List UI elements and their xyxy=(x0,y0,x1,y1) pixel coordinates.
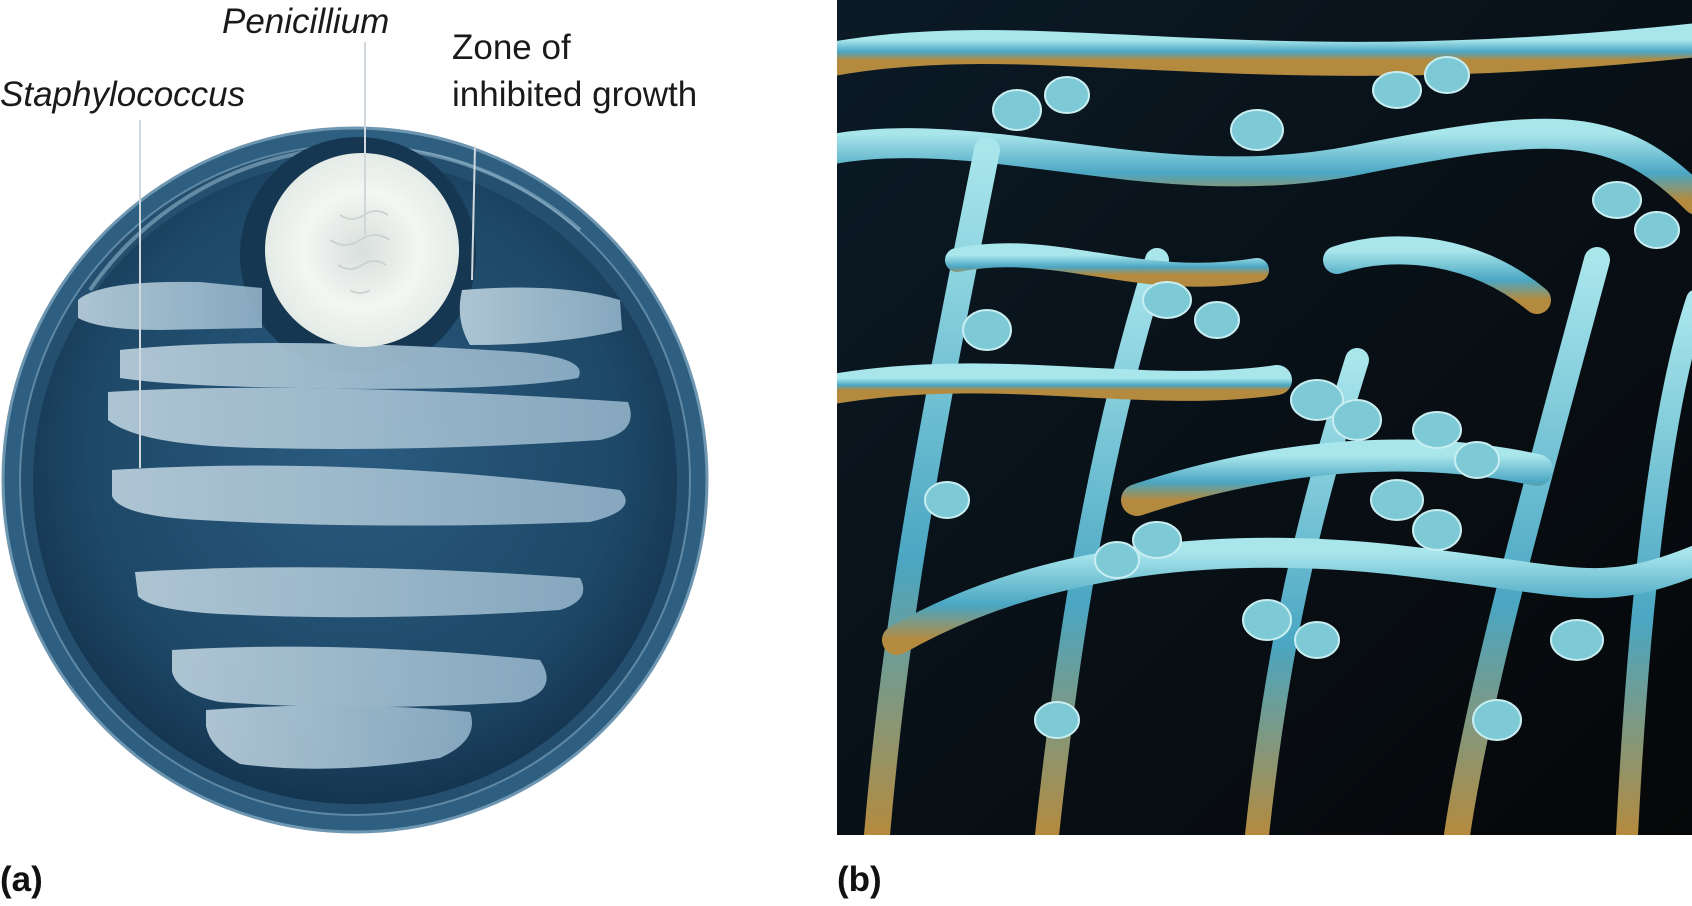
penicillium-label: Penicillium xyxy=(222,2,390,41)
penicillium-sem-image xyxy=(837,0,1692,835)
penicillium-colony xyxy=(265,153,459,347)
zone-label-line1: Zone of xyxy=(452,28,571,67)
zone-label-line2: inhibited growth xyxy=(452,75,698,114)
panel-a: Staphylococcus Penicillium Zone of inhib… xyxy=(0,0,720,906)
staphylococcus-label: Staphylococcus xyxy=(0,75,246,114)
panel-letter-a: (a) xyxy=(0,860,43,899)
panel-b-micrograph xyxy=(837,0,1692,835)
zone-leader-line xyxy=(471,145,476,281)
staphylococcus-streaks xyxy=(78,281,631,769)
panel-letter-b: (b) xyxy=(837,860,882,899)
petri-dish-illustration xyxy=(1,42,709,834)
